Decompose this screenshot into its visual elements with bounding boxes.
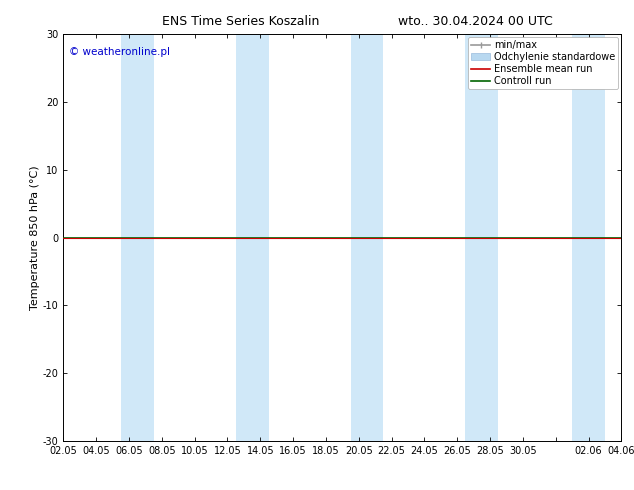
Text: © weatheronline.pl: © weatheronline.pl: [69, 47, 170, 56]
Bar: [121, 34, 153, 441]
Bar: [351, 34, 384, 441]
Bar: [465, 34, 498, 441]
Y-axis label: Temperature 850 hPa (°C): Temperature 850 hPa (°C): [30, 165, 40, 310]
Text: ENS Time Series Koszalin: ENS Time Series Koszalin: [162, 15, 320, 28]
Legend: min/max, Odchylenie standardowe, Ensemble mean run, Controll run: min/max, Odchylenie standardowe, Ensembl…: [468, 37, 618, 89]
Text: wto.. 30.04.2024 00 UTC: wto.. 30.04.2024 00 UTC: [398, 15, 553, 28]
Bar: [236, 34, 269, 441]
Bar: [572, 34, 605, 441]
